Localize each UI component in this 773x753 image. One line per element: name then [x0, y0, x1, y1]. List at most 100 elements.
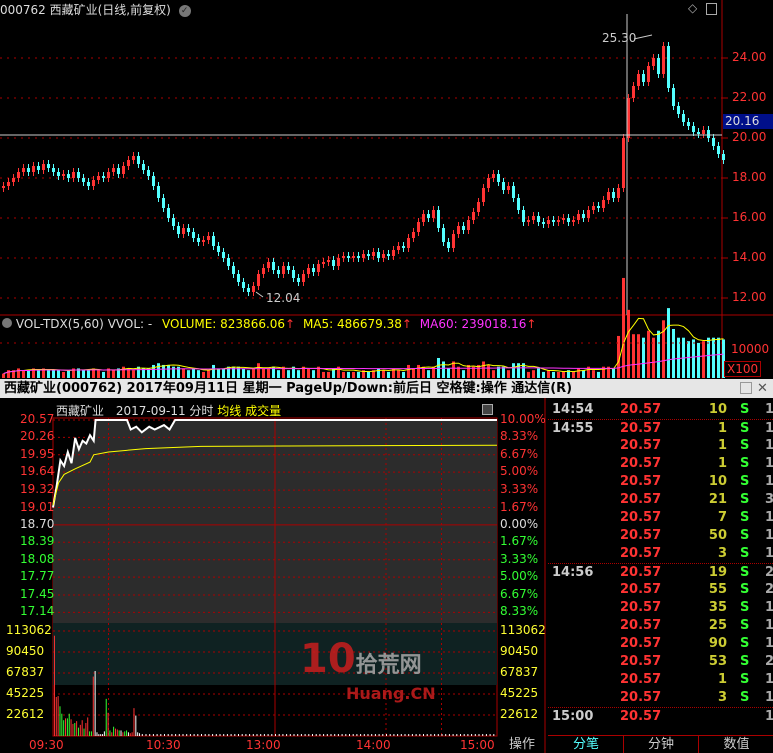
candle — [567, 218, 570, 222]
close-icon[interactable]: ✕ — [757, 381, 768, 396]
vol-label[interactable]: VOL-TDX(5,60) — [15, 317, 104, 331]
volume-bar — [707, 337, 710, 378]
intraday-mode[interactable]: 分时 — [189, 404, 214, 418]
tab-minutes[interactable]: 分钟 — [623, 736, 698, 753]
panel-toggle-icon[interactable] — [706, 3, 717, 15]
tick-side: S — [740, 438, 750, 453]
candle — [372, 252, 375, 256]
volume-bar — [271, 734, 273, 736]
volume-bar — [562, 371, 565, 378]
candle — [132, 156, 135, 160]
tick-time: 15:00 — [552, 709, 594, 724]
volume-bar — [452, 734, 454, 736]
volume-label[interactable]: 成交量 — [245, 404, 282, 418]
volume-bar — [131, 732, 133, 736]
volume-axis-label-right: 22612 — [500, 707, 539, 721]
volume-bar — [197, 734, 199, 736]
diamond-icon[interactable]: ◇ — [688, 1, 698, 15]
candle — [97, 176, 100, 180]
high-arrow — [633, 34, 653, 40]
volume-bar — [178, 734, 180, 736]
tick-vol: 10 — [708, 474, 727, 489]
tick-row: 20.57 53 S 2 — [548, 653, 773, 671]
volume-bar — [2, 373, 5, 378]
volume-bar — [632, 334, 635, 378]
tick-row: 20.57 90 S 1 — [548, 635, 773, 653]
tick-price: 20.57 — [620, 421, 662, 436]
volume-bar — [697, 342, 700, 378]
avg-line-label[interactable]: 均线 — [217, 404, 242, 418]
kline-chart[interactable] — [0, 0, 773, 380]
candle — [497, 174, 500, 182]
tick-time: 14:54 — [552, 402, 594, 417]
tab-values[interactable]: 数值 — [698, 736, 773, 753]
volume-bar — [393, 734, 395, 736]
volume-bar — [156, 734, 158, 736]
volume-unit-label: X100 — [724, 361, 762, 377]
tick-price: 20.57 — [620, 709, 662, 724]
candle — [402, 246, 405, 248]
volume-bar — [126, 730, 128, 736]
candle — [67, 174, 70, 178]
volume-bar — [308, 734, 310, 736]
volume-bar — [572, 371, 575, 378]
volume-bar — [62, 371, 65, 378]
volume-bar — [430, 734, 432, 736]
volume-bar — [63, 720, 65, 736]
volume-bar — [552, 371, 555, 378]
volume-bar — [278, 734, 280, 736]
volume-bar — [397, 370, 400, 378]
maximize-icon[interactable] — [740, 382, 752, 394]
price-axis-label: 19.64 — [20, 464, 55, 479]
volume-bar — [397, 734, 399, 736]
volume-bar — [122, 732, 124, 736]
volume-bar — [407, 364, 410, 378]
tab-ticks[interactable]: 分笔 — [572, 737, 599, 752]
watermark-logo: 10拾荒网 — [300, 636, 422, 682]
tick-side: S — [740, 654, 750, 669]
candle — [237, 274, 240, 282]
intraday-chart[interactable] — [0, 0, 548, 753]
volume-bar — [607, 366, 610, 378]
volume-bar — [219, 734, 221, 736]
tick-side: S — [740, 690, 750, 705]
panel-toggle-icon[interactable] — [482, 404, 493, 415]
candle — [307, 268, 310, 274]
candle — [257, 274, 260, 286]
volume-bar — [164, 734, 165, 736]
volume-bar — [137, 732, 139, 736]
volume-axis-label: 67837 — [6, 665, 45, 679]
volume-axis-label: 45225 — [6, 685, 45, 700]
indicator-menu-icon[interactable] — [2, 318, 12, 328]
candle — [77, 172, 80, 178]
volume-bar — [702, 341, 705, 378]
volume-bar — [300, 734, 302, 736]
watermark-url: Huang.CN — [346, 684, 436, 703]
kline-header: 000762 西藏矿业(日线,前复权) — [0, 3, 171, 17]
volume-bar — [404, 734, 406, 736]
candle — [397, 246, 400, 250]
candle — [697, 132, 700, 134]
intraday-header: 西藏矿业 2017-09-11 分时 均线 成交量 — [56, 402, 281, 419]
candle — [157, 186, 160, 198]
volume-bar — [208, 734, 210, 736]
volume-bar — [118, 730, 120, 736]
candle — [207, 236, 210, 240]
volume-bar — [485, 734, 487, 736]
tick-side: S — [740, 402, 750, 417]
tick-vol: 53 — [708, 654, 727, 669]
volume-bar — [171, 734, 173, 736]
tick-row: 20.57 55 S 2 — [548, 581, 773, 599]
volume-bar — [82, 370, 85, 378]
settings-dropdown-icon[interactable]: ✓ — [178, 4, 191, 17]
volume-bar — [582, 370, 585, 378]
candle — [287, 266, 290, 270]
tab-operation[interactable]: 操作 — [508, 737, 535, 752]
tick-row: 20.57 50 S 1 — [548, 527, 773, 545]
volume-bar — [152, 734, 154, 736]
volume-bar — [662, 320, 665, 378]
price-axis-label: 20.00 — [732, 130, 767, 144]
volume-bar — [312, 370, 315, 378]
volume-bar — [242, 368, 245, 378]
